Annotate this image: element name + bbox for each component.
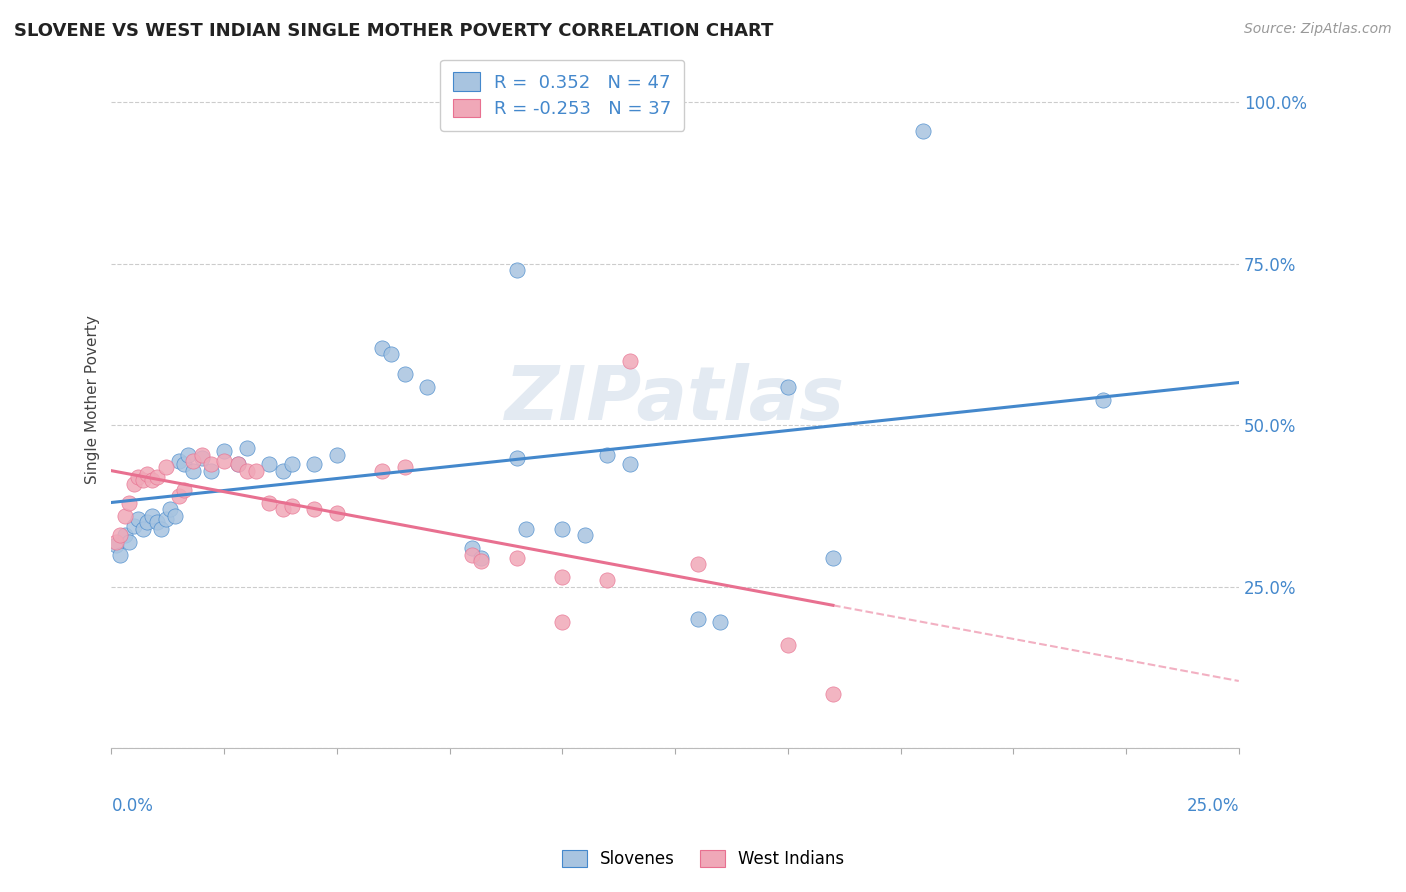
Point: [212, 444, 235, 458]
Point: [257, 496, 280, 510]
Point: [461, 548, 484, 562]
Point: [709, 615, 731, 630]
Point: [380, 347, 402, 361]
Point: [110, 528, 132, 542]
Point: [574, 528, 596, 542]
Point: [271, 464, 294, 478]
Point: [136, 467, 159, 481]
Point: [470, 550, 492, 565]
Point: [912, 124, 935, 138]
Point: [245, 464, 267, 478]
Point: [686, 612, 709, 626]
Point: [371, 341, 394, 355]
Point: [619, 457, 641, 471]
Point: [167, 454, 190, 468]
Point: [173, 483, 195, 497]
Point: [551, 615, 574, 630]
Point: [371, 464, 394, 478]
Point: [104, 534, 127, 549]
Point: [515, 522, 537, 536]
Y-axis label: Single Mother Poverty: Single Mother Poverty: [86, 315, 100, 484]
Point: [155, 512, 177, 526]
Point: [470, 554, 492, 568]
Point: [551, 570, 574, 584]
Text: ZIPatlas: ZIPatlas: [505, 363, 845, 436]
Point: [136, 516, 159, 530]
Point: [416, 379, 439, 393]
Point: [235, 441, 257, 455]
Point: [114, 528, 136, 542]
Point: [1092, 392, 1115, 407]
Point: [596, 448, 619, 462]
Point: [506, 550, 529, 565]
Point: [304, 502, 326, 516]
Point: [145, 516, 167, 530]
Point: [163, 508, 186, 523]
Point: [226, 457, 249, 471]
Point: [127, 512, 149, 526]
Point: [506, 263, 529, 277]
Point: [326, 506, 349, 520]
Point: [150, 522, 173, 536]
Point: [181, 454, 204, 468]
Point: [326, 448, 349, 462]
Point: [132, 474, 155, 488]
Point: [110, 548, 132, 562]
Point: [118, 496, 141, 510]
Point: [122, 476, 145, 491]
Text: 0.0%: 0.0%: [111, 797, 153, 815]
Point: [118, 534, 141, 549]
Point: [257, 457, 280, 471]
Point: [173, 457, 195, 471]
Point: [212, 454, 235, 468]
Text: Source: ZipAtlas.com: Source: ZipAtlas.com: [1244, 22, 1392, 37]
Point: [127, 470, 149, 484]
Point: [235, 464, 257, 478]
Point: [821, 550, 844, 565]
Point: [394, 460, 416, 475]
Point: [177, 448, 200, 462]
Point: [190, 448, 212, 462]
Point: [132, 522, 155, 536]
Point: [461, 541, 484, 556]
Point: [141, 508, 163, 523]
Point: [281, 499, 304, 513]
Point: [200, 457, 222, 471]
Point: [104, 538, 127, 552]
Point: [159, 502, 181, 516]
Point: [506, 450, 529, 465]
Point: [686, 558, 709, 572]
Point: [776, 379, 799, 393]
Legend: R =  0.352   N = 47, R = -0.253   N = 37: R = 0.352 N = 47, R = -0.253 N = 37: [440, 60, 685, 131]
Point: [145, 470, 167, 484]
Point: [281, 457, 304, 471]
Text: SLOVENE VS WEST INDIAN SINGLE MOTHER POVERTY CORRELATION CHART: SLOVENE VS WEST INDIAN SINGLE MOTHER POV…: [14, 22, 773, 40]
Point: [776, 638, 799, 652]
Point: [394, 367, 416, 381]
Point: [141, 474, 163, 488]
Text: 25.0%: 25.0%: [1187, 797, 1239, 815]
Point: [155, 460, 177, 475]
Point: [271, 502, 294, 516]
Point: [551, 522, 574, 536]
Point: [226, 457, 249, 471]
Point: [821, 687, 844, 701]
Point: [304, 457, 326, 471]
Point: [181, 464, 204, 478]
Point: [114, 508, 136, 523]
Legend: Slovenes, West Indians: Slovenes, West Indians: [555, 843, 851, 875]
Point: [619, 353, 641, 368]
Point: [200, 464, 222, 478]
Point: [596, 574, 619, 588]
Point: [122, 518, 145, 533]
Point: [190, 450, 212, 465]
Point: [167, 490, 190, 504]
